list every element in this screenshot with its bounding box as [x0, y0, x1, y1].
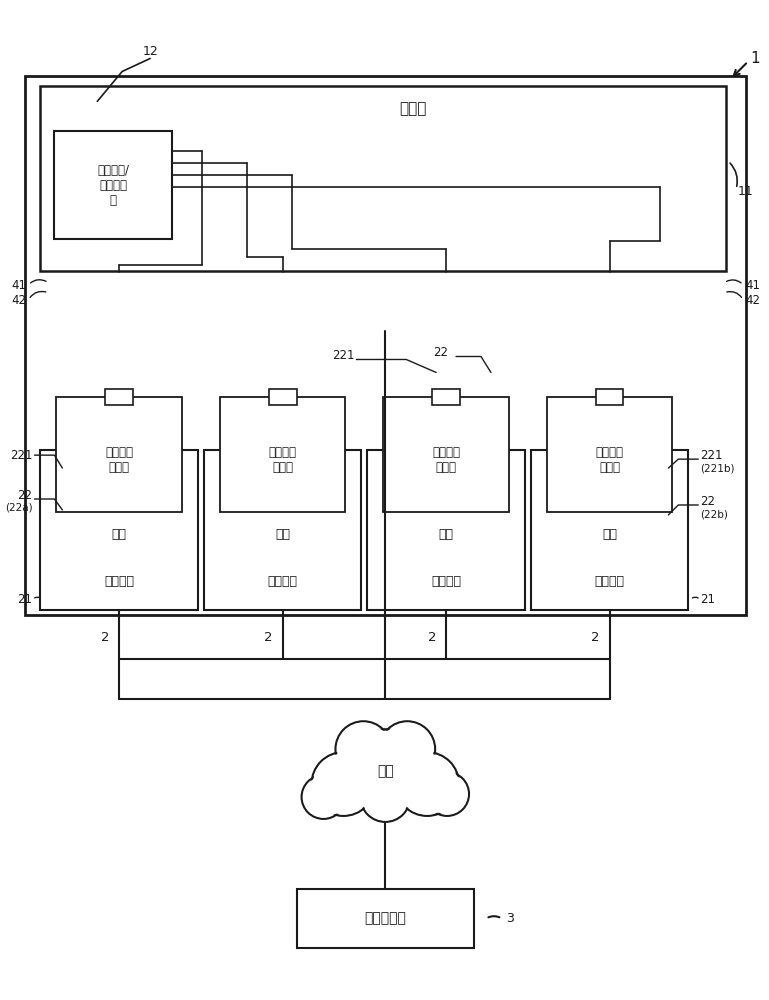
Text: 22: 22: [18, 489, 32, 502]
Text: 基板管理
控制器: 基板管理 控制器: [595, 446, 624, 474]
Circle shape: [379, 721, 435, 777]
Text: 12: 12: [142, 45, 158, 58]
FancyBboxPatch shape: [547, 397, 672, 512]
Circle shape: [381, 723, 434, 776]
Text: (22b): (22b): [701, 510, 728, 520]
Circle shape: [345, 729, 425, 809]
FancyBboxPatch shape: [368, 450, 524, 610]
FancyBboxPatch shape: [41, 450, 198, 610]
Text: 基板管理
控制器: 基板管理 控制器: [105, 446, 133, 474]
FancyBboxPatch shape: [595, 389, 624, 405]
FancyBboxPatch shape: [531, 450, 688, 610]
Text: 2: 2: [428, 631, 436, 644]
Circle shape: [337, 723, 390, 776]
Circle shape: [303, 777, 344, 817]
Circle shape: [397, 754, 458, 814]
FancyBboxPatch shape: [55, 131, 172, 239]
Circle shape: [311, 752, 375, 816]
FancyBboxPatch shape: [204, 450, 361, 610]
Text: 221: 221: [332, 349, 355, 362]
Text: 基板管理
控制器: 基板管理 控制器: [432, 446, 460, 474]
FancyBboxPatch shape: [268, 389, 297, 405]
Circle shape: [361, 772, 410, 822]
Circle shape: [347, 731, 424, 807]
Text: 41: 41: [12, 279, 26, 292]
FancyBboxPatch shape: [41, 86, 726, 271]
Text: 基板: 基板: [438, 528, 454, 541]
FancyBboxPatch shape: [220, 397, 345, 512]
Text: 1: 1: [750, 51, 760, 66]
Text: 11: 11: [738, 185, 754, 198]
Circle shape: [301, 775, 345, 819]
Text: 电脑节点: 电脑节点: [105, 575, 135, 588]
Circle shape: [425, 772, 469, 816]
Text: 基板: 基板: [112, 528, 127, 541]
Text: 2: 2: [591, 631, 600, 644]
Circle shape: [313, 754, 374, 814]
Text: 41: 41: [745, 279, 760, 292]
Circle shape: [427, 774, 468, 814]
Text: 221: 221: [701, 449, 723, 462]
Text: 计算机装置: 计算机装置: [365, 912, 406, 926]
Text: 通用输入/
输出控制
器: 通用输入/ 输出控制 器: [97, 164, 129, 207]
Text: 22: 22: [434, 346, 448, 359]
Text: 21: 21: [701, 593, 715, 606]
Text: 网络: 网络: [377, 764, 394, 778]
Text: 221: 221: [10, 449, 32, 462]
Text: 基板管理
控制器: 基板管理 控制器: [268, 446, 297, 474]
Text: 基板: 基板: [602, 528, 617, 541]
Text: 21: 21: [18, 593, 32, 606]
FancyBboxPatch shape: [56, 397, 182, 512]
Text: 电脑节点: 电脑节点: [594, 575, 624, 588]
Text: 22: 22: [701, 495, 715, 508]
Text: 电路板: 电路板: [400, 101, 427, 116]
Text: 电脑节点: 电脑节点: [268, 575, 298, 588]
Text: 电脑节点: 电脑节点: [431, 575, 461, 588]
Text: 2: 2: [101, 631, 109, 644]
FancyBboxPatch shape: [432, 389, 460, 405]
Text: 3: 3: [506, 912, 514, 925]
FancyBboxPatch shape: [297, 889, 474, 948]
Text: (221b): (221b): [701, 463, 734, 473]
Text: 2: 2: [265, 631, 273, 644]
Text: (22a): (22a): [5, 503, 32, 513]
Circle shape: [395, 752, 459, 816]
Circle shape: [362, 774, 408, 820]
Text: 42: 42: [745, 294, 760, 307]
FancyBboxPatch shape: [105, 389, 133, 405]
Circle shape: [335, 721, 391, 777]
Text: 42: 42: [12, 294, 26, 307]
Text: 基板: 基板: [275, 528, 290, 541]
FancyBboxPatch shape: [25, 76, 746, 615]
FancyBboxPatch shape: [383, 397, 509, 512]
